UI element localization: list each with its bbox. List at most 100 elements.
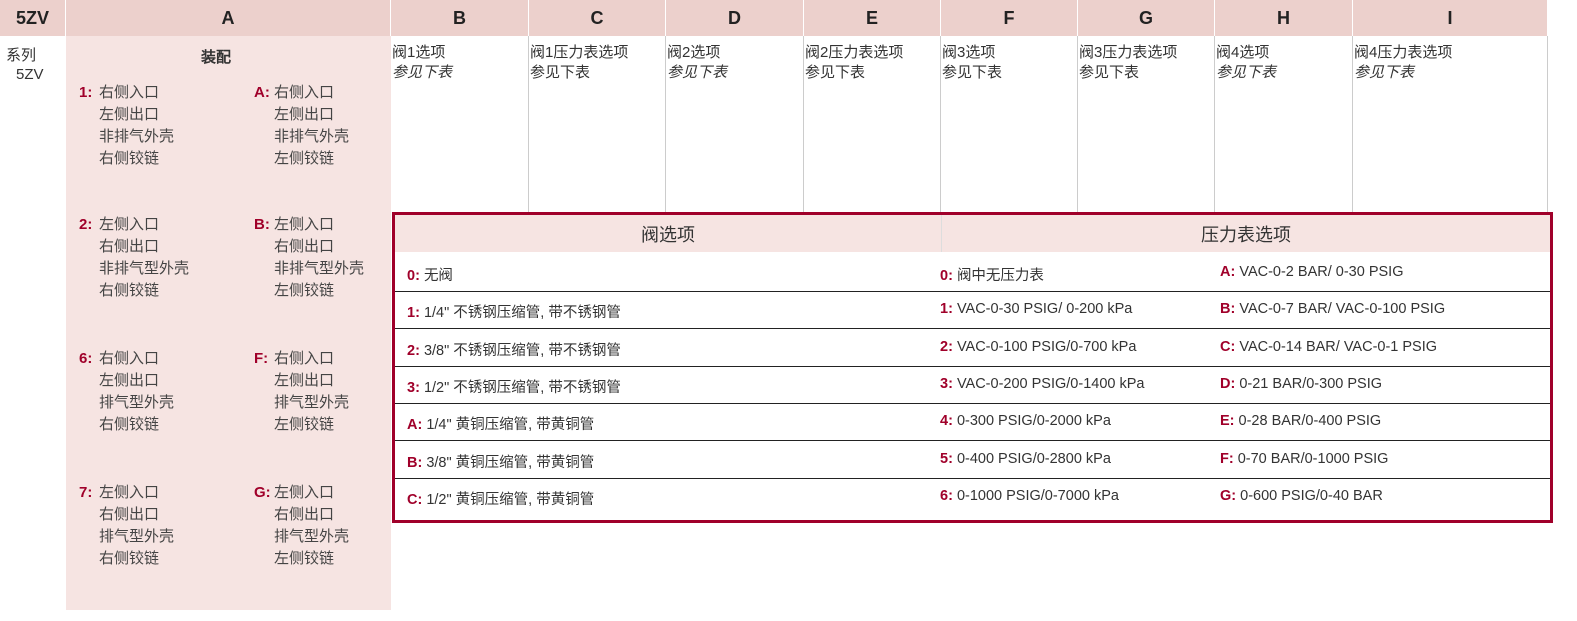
column-note: 参见下表 [1216,64,1277,81]
gauge-options-header: 压力表选项 [942,215,1550,252]
option-column: 阀2压力表选项 参见下表 [804,36,941,213]
option-line: 右侧出口 [99,506,160,523]
option-code: 1: [940,301,953,318]
option-code: B: [407,454,423,471]
option-text: 3/8" 不锈钢压缩管, 带不锈钢管 [423,342,621,359]
option-line: 左侧铰链 [274,416,335,433]
option-code: 2: [79,216,93,233]
option-cell: 0: 阀中无压力表 [940,264,1044,285]
option-cell: B: VAC-0-7 BAR/ VAC-0-100 PSIG [1220,301,1445,317]
option-text: VAC-0-7 BAR/ VAC-0-100 PSIG [1239,301,1446,318]
column-header-d: D [666,0,804,36]
option-cell: 1: VAC-0-30 PSIG/ 0-200 kPa [940,301,1132,317]
option-column: 阀1压力表选项 参见下表 [529,36,666,213]
option-line: 非排气外壳 [274,128,350,145]
option-column: 阀1选项 参见下表 [391,36,529,213]
column-title: 阀2选项 [667,44,721,61]
option-code: A: [1220,264,1236,280]
column-note: 参见下表 [530,64,591,81]
option-code: A: [254,84,270,101]
option-line: 排气型外壳 [274,528,350,545]
option-line: 右侧铰链 [99,550,160,567]
option-cell: E: 0-28 BAR/0-400 PSIG [1220,413,1381,429]
option-line: 左侧入口 [99,216,160,233]
column-header-g: G [1078,0,1215,36]
option-cell: A: 1/4" 黄铜压缩管, 带黄铜管 [407,413,594,434]
column-note: 参见下表 [1079,64,1140,81]
option-cell: 0: 无阀 [407,264,453,285]
column-header-f: F [941,0,1078,36]
option-cell: F: 0-70 BAR/0-1000 PSIG [1220,451,1388,467]
option-code: 3: [940,375,953,392]
column-header-5zv: 5ZV [0,0,66,36]
option-text: 3/8" 黄铜压缩管, 带黄铜管 [426,454,595,471]
option-cell: C: VAC-0-14 BAR/ VAC-0-1 PSIG [1220,339,1437,355]
assembly-panel: 装配 [66,36,391,610]
option-line: 右侧出口 [274,506,335,523]
option-text: 阀中无压力表 [956,268,1044,284]
option-line: 右侧入口 [99,84,160,101]
option-cell: G: 0-600 PSIG/0-40 BAR [1220,488,1383,504]
option-code: 0: [407,268,420,284]
option-line: 右侧入口 [99,350,160,367]
option-cell: A: VAC-0-2 BAR/ 0-30 PSIG [1220,264,1403,280]
series-label: 系列 [6,47,37,64]
option-text: VAC-0-14 BAR/ VAC-0-1 PSIG [1239,338,1438,355]
column-header-h: H [1215,0,1353,36]
option-line: 非排气型外壳 [99,260,190,277]
option-code: G: [1220,487,1237,504]
column-note: 参见下表 [392,64,453,81]
option-line: 左侧铰链 [274,150,335,167]
option-code: 5: [940,450,953,467]
assembly-option: 2: 左侧入口 右侧出口 非排气型外壳 右侧铰链 [79,214,189,302]
option-text: 0-1000 PSIG/0-7000 kPa [956,487,1119,504]
option-line: 排气型外壳 [99,394,175,411]
option-column: 阀4压力表选项 参见下表 [1353,36,1548,213]
option-code: A: [407,417,423,434]
column-header-c: C [529,0,666,36]
option-line: 右侧入口 [274,350,335,367]
option-code: G: [254,484,271,501]
option-text: VAC-0-30 PSIG/ 0-200 kPa [956,301,1133,318]
option-code: 2: [407,342,420,359]
option-text: 0-600 PSIG/0-40 BAR [1240,487,1383,504]
column-note: 参见下表 [1354,64,1415,81]
option-text: 0-400 PSIG/0-2800 kPa [956,450,1111,467]
option-cell: 2: VAC-0-100 PSIG/0-700 kPa [940,339,1136,355]
option-cell: 6: 0-1000 PSIG/0-7000 kPa [940,488,1119,504]
table-row: 1: 1/4" 不锈钢压缩管, 带不锈钢管 1: VAC-0-30 PSIG/ 0… [395,291,1550,330]
option-line: 右侧铰链 [99,150,160,167]
option-cell: B: 3/8" 黄铜压缩管, 带黄铜管 [407,451,594,472]
assembly-option: 7: 左侧入口 右侧出口 排气型外壳 右侧铰链 [79,482,174,570]
option-text: VAC-0-200 PSIG/0-1400 kPa [956,375,1145,392]
option-cell: 4: 0-300 PSIG/0-2000 kPa [940,413,1111,429]
assembly-title: 装配 [200,49,231,66]
option-column: 阀2选项 参见下表 [666,36,804,213]
option-code: B: [1220,301,1236,318]
assembly-option: G: 左侧入口 右侧出口 排气型外壳 左侧铰链 [254,482,349,570]
table-row: C: 1/2" 黄铜压缩管, 带黄铜管 6: 0-1000 PSIG/0-7000… [395,478,1550,515]
option-column: 阀3选项参见下表 [941,36,1078,213]
column-title: 阀4压力表选项 [1354,44,1453,61]
column-header-b: B [391,0,529,36]
option-code: C: [407,491,423,508]
option-line: 排气型外壳 [99,528,175,545]
option-text: 1/2" 不锈钢压缩管, 带不锈钢管 [423,379,621,396]
option-line: 左侧铰链 [274,550,335,567]
column-title: 阀3选项 [942,44,996,61]
option-code: 0: [940,268,953,284]
option-code: 6: [79,350,93,367]
column-title: 阀4选项 [1216,44,1270,61]
option-code: 2: [940,338,953,355]
valve-options-header: 阀选项 [395,215,942,252]
option-code: 4: [940,413,953,430]
option-column: 阀3压力表选项 参见下表 [1078,36,1215,213]
option-text: 1/4" 黄铜压缩管, 带黄铜管 [426,417,595,434]
options-table: 阀选项 压力表选项 0: 无阀 0: 阀中无压力表 A: VAC-0-2 BAR/ … [392,212,1553,523]
table-row: 0: 无阀 0: 阀中无压力表 A: VAC-0-2 BAR/ 0-30 PSIG [395,254,1550,292]
column-note: 参见下表 [942,64,1003,81]
option-text: 0-21 BAR/0-300 PSIG [1239,375,1383,392]
assembly-option: B: 左侧入口 右侧出口 非排气型外壳 左侧铰链 [254,214,364,302]
option-line: 非排气型外壳 [274,260,365,277]
option-line: 右侧出口 [274,238,335,255]
